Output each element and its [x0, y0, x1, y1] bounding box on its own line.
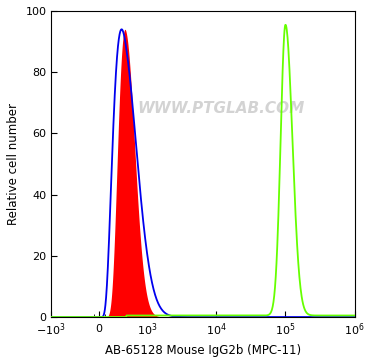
X-axis label: AB-65128 Mouse IgG2b (MPC-11): AB-65128 Mouse IgG2b (MPC-11)	[105, 344, 301, 357]
Y-axis label: Relative cell number: Relative cell number	[7, 103, 20, 225]
Text: WWW.PTGLAB.COM: WWW.PTGLAB.COM	[138, 102, 305, 116]
